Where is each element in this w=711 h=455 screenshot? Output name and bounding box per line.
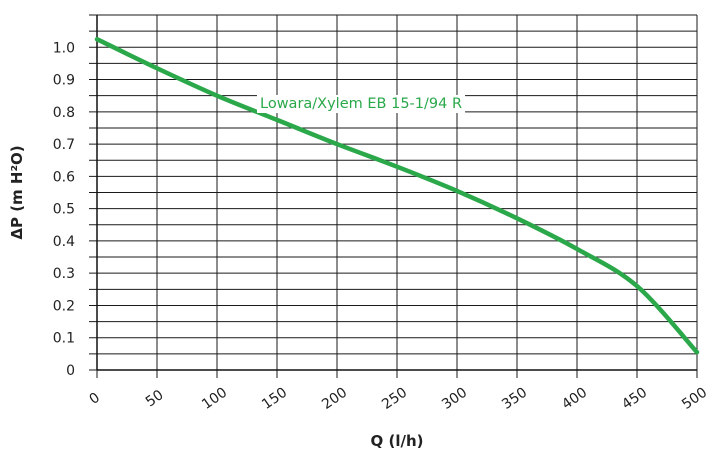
x-tick-label: 0 bbox=[86, 390, 102, 408]
series-line bbox=[94, 36, 700, 355]
y-tick-label: 0.2 bbox=[53, 298, 75, 314]
x-tick-label: 100 bbox=[199, 385, 230, 413]
y-tick-label: 0.9 bbox=[53, 73, 75, 89]
y-tick-label: 0 bbox=[66, 363, 75, 379]
y-tick-label: 0.5 bbox=[53, 202, 75, 218]
y-tick-label: 1.0 bbox=[53, 40, 75, 56]
y-tick-label: 0.4 bbox=[53, 234, 75, 250]
y-tick-label: 0.1 bbox=[53, 331, 75, 347]
y-tick-label: 0.8 bbox=[53, 105, 75, 121]
x-axis-title: Q (l/h) bbox=[371, 432, 424, 450]
x-tick-label: 450 bbox=[619, 385, 650, 413]
x-tick-label: 250 bbox=[379, 385, 410, 413]
y-axis-title: ΔP (m H²O) bbox=[8, 145, 26, 239]
series-annotation-label: Lowara/Xylem EB 15-1/94 R bbox=[260, 96, 462, 112]
y-tick-label: 0.3 bbox=[53, 266, 75, 282]
axes bbox=[96, 15, 697, 371]
x-tick-label: 300 bbox=[439, 385, 470, 413]
x-tick-label: 400 bbox=[559, 385, 590, 413]
y-tick-label: 0.6 bbox=[53, 169, 75, 185]
x-tick-label: 350 bbox=[499, 385, 530, 413]
series-label-background bbox=[257, 95, 466, 113]
x-tick-label: 150 bbox=[259, 385, 290, 413]
annotation-layer: Lowara/Xylem EB 15-1/94 R bbox=[257, 95, 466, 113]
x-tick-label: 500 bbox=[679, 385, 710, 413]
series-layer bbox=[94, 36, 700, 355]
grid-lines bbox=[89, 14, 698, 378]
x-tick-label: 50 bbox=[143, 387, 167, 410]
x-tick-label: 200 bbox=[319, 385, 350, 413]
y-tick-label: 0.7 bbox=[53, 137, 75, 153]
